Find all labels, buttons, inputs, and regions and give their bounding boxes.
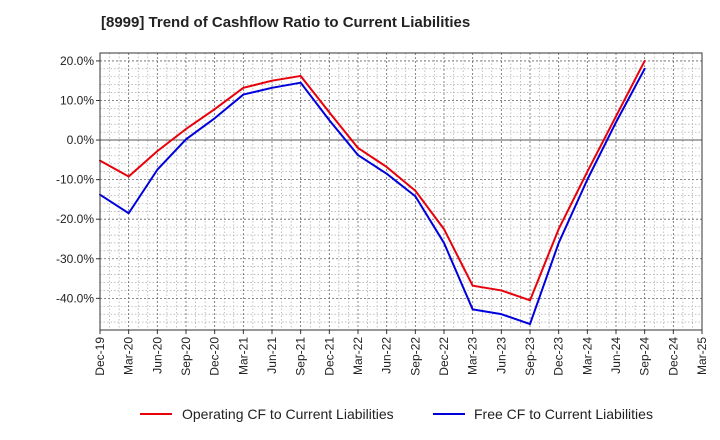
x-tick-label: Sep-21 (294, 337, 308, 376)
x-tick-label: Dec-24 (666, 337, 680, 376)
x-tick-label: Dec-19 (93, 337, 107, 376)
y-tick-label: -30.0% (56, 252, 94, 266)
x-tick-label: Sep-20 (179, 337, 193, 376)
x-tick-label: Jun-23 (494, 337, 508, 374)
y-tick-label: -20.0% (56, 212, 94, 226)
axis-layer: 20.0% 10.0% 0.0% -10.0% -20.0% -30.0% -40.0% De… (56, 54, 709, 376)
x-tick-label: Dec-21 (322, 337, 336, 376)
x-tick-label: Dec-22 (437, 337, 451, 376)
x-tick-label: Jun-20 (150, 337, 164, 374)
series-line-free-cf (99, 67, 646, 326)
y-tick-label: 0.0% (67, 133, 95, 147)
x-tick-label: Sep-23 (523, 337, 537, 376)
x-tick-label: Mar-25 (695, 337, 709, 375)
x-tick-label: Dec-20 (208, 337, 222, 376)
y-tick-label: 10.0% (60, 93, 94, 107)
x-tick-label: Sep-24 (638, 337, 652, 376)
x-tick-label: Dec-23 (552, 337, 566, 376)
series-layer (99, 59, 646, 326)
y-tick-label: -40.0% (56, 291, 94, 305)
x-tick-label: Mar-23 (466, 337, 480, 375)
chart-title: [8999] Trend of Cashflow Ratio to Curren… (101, 14, 471, 31)
x-tick-label: Jun-21 (265, 337, 279, 374)
series-line-operating-cf (99, 59, 646, 302)
x-tick-label: Sep-22 (408, 337, 422, 376)
x-tick-label: Mar-22 (351, 337, 365, 375)
plot-area-frame (99, 52, 703, 331)
x-tick-label: Mar-24 (580, 337, 594, 375)
y-tick-label: -10.0% (56, 173, 94, 187)
x-tick-label: Mar-20 (122, 337, 136, 375)
x-tick-label: Jun-24 (609, 337, 623, 374)
grid-layer (99, 52, 703, 331)
x-tick-label: Jun-22 (380, 337, 394, 374)
legend-label: Operating CF to Current Liabilities (182, 406, 394, 422)
y-tick-label: 20.0% (60, 54, 94, 68)
legend-label: Free CF to Current Liabilities (474, 406, 653, 422)
legend: Operating CF to Current Liabilities Free … (140, 406, 653, 422)
x-tick-label: Mar-21 (236, 337, 250, 375)
